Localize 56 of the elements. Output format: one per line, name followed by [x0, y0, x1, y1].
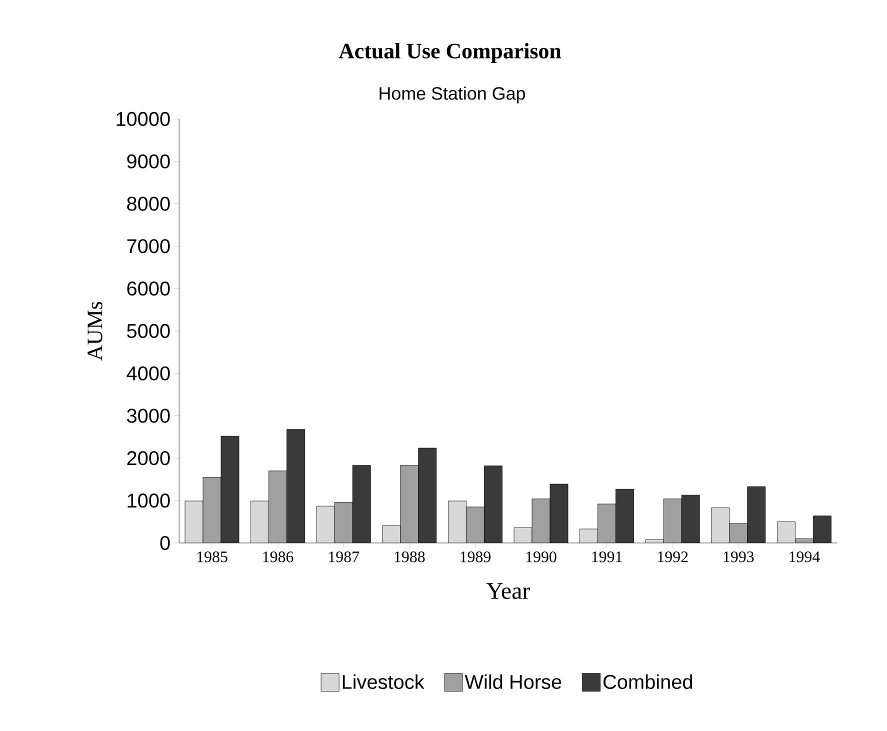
y-tick-label: 3000: [127, 408, 170, 423]
chart-title: Actual Use Comparison: [338, 43, 562, 63]
bar: [777, 522, 796, 543]
y-tick-label: 1000: [128, 494, 170, 508]
bar: [514, 528, 532, 543]
bar: [550, 484, 568, 543]
chart-subtitle: Home Station Gap: [380, 86, 525, 104]
y-axis-title: AUMs: [88, 302, 102, 361]
legend-label: Wild Horse: [464, 674, 562, 689]
y-tick-label: 0: [160, 536, 170, 550]
x-tick-label: 1986: [263, 552, 294, 562]
bar: [616, 489, 634, 543]
bar: [682, 495, 700, 543]
bar: [286, 429, 305, 543]
bar: [334, 502, 353, 543]
bar: [747, 486, 766, 543]
y-tick-label: 5000: [127, 324, 170, 338]
bar: [532, 498, 550, 543]
bar: [418, 448, 436, 543]
y-tick-label: 2000: [127, 451, 170, 466]
bar: [664, 498, 682, 543]
x-axis-title: Year: [486, 583, 530, 599]
bar: [185, 501, 204, 543]
bar: [250, 501, 269, 543]
bar: [729, 523, 748, 543]
x-tick-label: 1989: [460, 552, 490, 562]
y-tick-label: 9000: [127, 154, 170, 168]
bar: [400, 465, 418, 543]
bar: [711, 508, 730, 543]
y-tick-label: 8000: [127, 196, 170, 211]
bar: [813, 516, 832, 543]
x-tick-label: 1987: [329, 552, 360, 562]
legend-label: Combined: [604, 674, 692, 689]
bar: [382, 526, 400, 543]
bar: [466, 506, 484, 543]
x-tick-label: 1994: [790, 552, 820, 562]
x-tick-label: 1991: [592, 552, 622, 562]
y-tick-label: 4000: [126, 366, 170, 380]
bar: [203, 477, 222, 543]
bar: [221, 436, 240, 543]
x-tick-label: 1992: [658, 552, 688, 562]
y-tick-label: 7000: [127, 239, 170, 254]
y-tick-label: 6000: [127, 282, 170, 296]
legend-label: Livestock: [342, 674, 424, 689]
x-tick-label: 1985: [197, 552, 228, 562]
x-tick-label: 1988: [394, 552, 425, 562]
bar: [448, 501, 466, 543]
x-tick-label: 1993: [724, 552, 754, 562]
bar: [484, 466, 502, 543]
bar: [316, 506, 335, 543]
bar: [352, 465, 371, 543]
bar: [598, 504, 616, 543]
bar: [580, 528, 598, 543]
bar: [268, 470, 287, 543]
x-tick-label: 1990: [526, 552, 556, 562]
y-tick-label: 10000: [116, 112, 170, 126]
